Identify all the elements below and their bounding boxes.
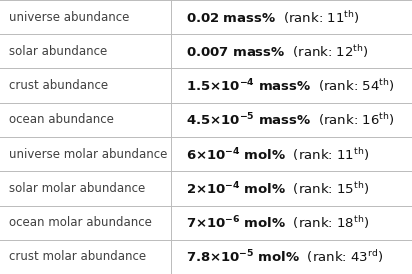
Text: $\mathbf{2{\times}10^{-4}\ mol\%}$  (rank: $15^{\mathrm{th}}$): $\mathbf{2{\times}10^{-4}\ mol\%}$ (rank… (186, 180, 369, 197)
Text: universe abundance: universe abundance (9, 11, 129, 24)
Text: ocean abundance: ocean abundance (9, 113, 113, 126)
Text: $\mathbf{0.007\ mass\%}$  (rank: $12^{\mathrm{th}}$): $\mathbf{0.007\ mass\%}$ (rank: $12^{\ma… (186, 43, 369, 60)
Text: crust molar abundance: crust molar abundance (9, 250, 146, 263)
Text: $\mathbf{4.5{\times}10^{-5}\ mass\%}$  (rank: $16^{\mathrm{th}}$): $\mathbf{4.5{\times}10^{-5}\ mass\%}$ (r… (186, 112, 395, 128)
Text: ocean molar abundance: ocean molar abundance (9, 216, 152, 229)
Text: $\mathbf{1.5{\times}10^{-4}\ mass\%}$  (rank: $54^{\mathrm{th}}$): $\mathbf{1.5{\times}10^{-4}\ mass\%}$ (r… (186, 77, 395, 94)
Text: $\mathbf{6{\times}10^{-4}\ mol\%}$  (rank: $11^{\mathrm{th}}$): $\mathbf{6{\times}10^{-4}\ mol\%}$ (rank… (186, 146, 369, 162)
Text: $\mathbf{7.8{\times}10^{-5}\ mol\%}$  (rank: $43^{\mathrm{rd}}$): $\mathbf{7.8{\times}10^{-5}\ mol\%}$ (ra… (186, 249, 384, 265)
Text: $\mathbf{0.02\ mass\%}$  (rank: $11^{\mathrm{th}}$): $\mathbf{0.02\ mass\%}$ (rank: $11^{\mat… (186, 9, 360, 25)
Text: solar molar abundance: solar molar abundance (9, 182, 145, 195)
Text: solar abundance: solar abundance (9, 45, 107, 58)
Text: crust abundance: crust abundance (9, 79, 108, 92)
Text: $\mathbf{7{\times}10^{-6}\ mol\%}$  (rank: $18^{\mathrm{th}}$): $\mathbf{7{\times}10^{-6}\ mol\%}$ (rank… (186, 214, 369, 231)
Text: universe molar abundance: universe molar abundance (9, 148, 167, 161)
